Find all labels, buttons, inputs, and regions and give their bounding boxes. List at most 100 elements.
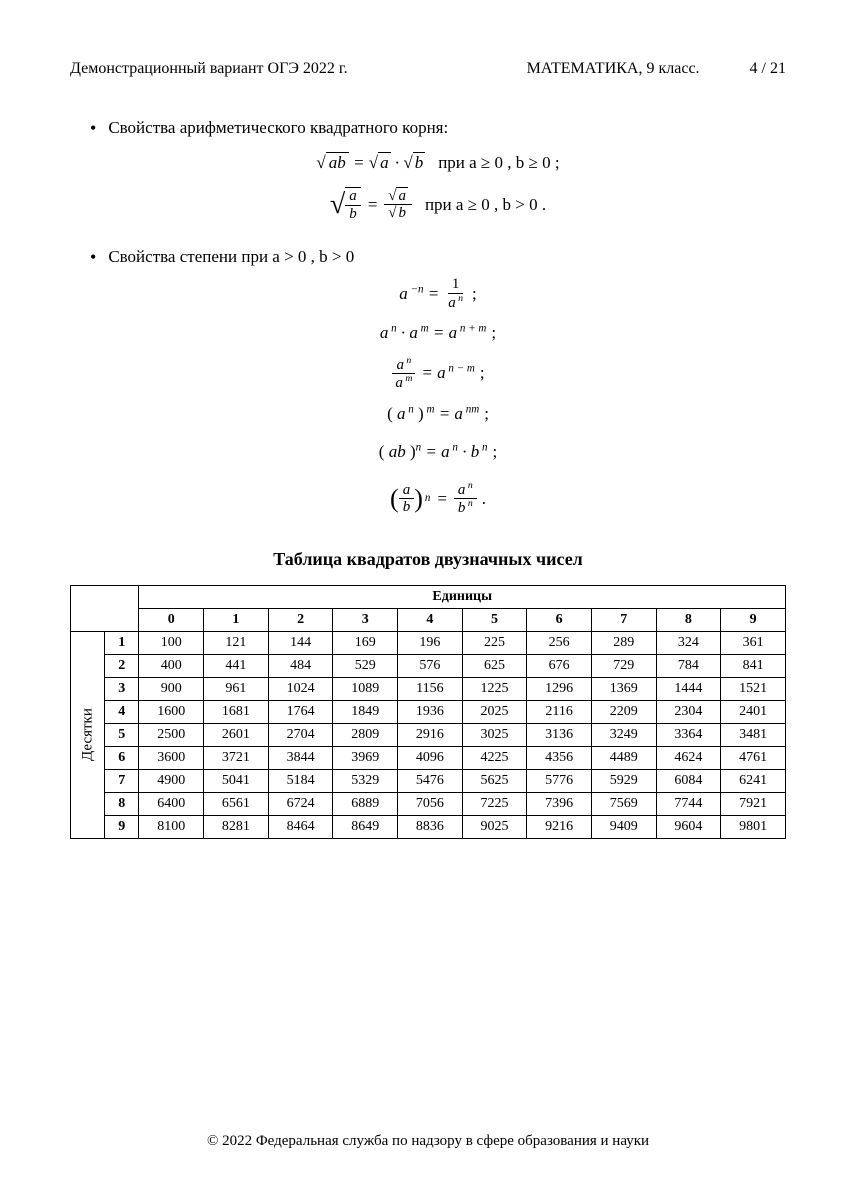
table-cell: 9409 [591, 815, 656, 838]
table-cell: 529 [333, 654, 398, 677]
cond2: при a ≥ 0 , b > 0 . [425, 189, 546, 221]
table-cell: 1600 [139, 700, 204, 723]
table-cell: 3364 [656, 723, 721, 746]
table-cell: 6889 [333, 792, 398, 815]
table-cell: 2401 [721, 700, 786, 723]
table-cell: 5329 [333, 769, 398, 792]
col-group-header: Единицы [139, 585, 786, 608]
table-cell: 841 [721, 654, 786, 677]
header-left: Демонстрационный вариант ОГЭ 2022 г. [70, 60, 348, 78]
header-subject: МАТЕМАТИКА, 9 класс. [527, 60, 700, 78]
row-label: 1 [105, 631, 139, 654]
table-cell: 3249 [591, 723, 656, 746]
table-cell: 2809 [333, 723, 398, 746]
table-cell: 100 [139, 631, 204, 654]
table-cell: 324 [656, 631, 721, 654]
table-cell: 6561 [204, 792, 269, 815]
row-label: 3 [105, 677, 139, 700]
table-cell: 441 [204, 654, 269, 677]
row-group-header: Десятки [71, 631, 105, 838]
table-cell: 1681 [204, 700, 269, 723]
table-cell: 1936 [398, 700, 463, 723]
table-row: 9810082818464864988369025921694099604980… [71, 815, 786, 838]
table-cell: 8836 [398, 815, 463, 838]
row-label: 5 [105, 723, 139, 746]
table-cell: 5625 [462, 769, 527, 792]
header-page: 4 / 21 [750, 60, 786, 78]
sqrt-formulas: √ab = √a · √b при a ≥ 0 , b ≥ 0 ; √ab = … [90, 147, 786, 222]
table-cell: 676 [527, 654, 592, 677]
table-cell: 5041 [204, 769, 269, 792]
table-cell: 1764 [268, 700, 333, 723]
table-cell: 7056 [398, 792, 463, 815]
table-cell: 3844 [268, 746, 333, 769]
table-cell: 784 [656, 654, 721, 677]
table-cell: 4225 [462, 746, 527, 769]
row-label: 2 [105, 654, 139, 677]
table-cell: 2209 [591, 700, 656, 723]
table-cell: 3969 [333, 746, 398, 769]
section-sqrt-properties: • Свойства арифметического квадратного к… [90, 118, 786, 222]
table-row: 390096110241089115612251296136914441521 [71, 677, 786, 700]
row-label: 8 [105, 792, 139, 815]
table-cell: 961 [204, 677, 269, 700]
table-cell: 7921 [721, 792, 786, 815]
table-cell: 4624 [656, 746, 721, 769]
table-cell: 9801 [721, 815, 786, 838]
table-cell: 144 [268, 631, 333, 654]
table-cell: 5476 [398, 769, 463, 792]
table-row: 7490050415184532954765625577659296084624… [71, 769, 786, 792]
table-cell: 256 [527, 631, 592, 654]
table-cell: 289 [591, 631, 656, 654]
table-cell: 2116 [527, 700, 592, 723]
table-cell: 225 [462, 631, 527, 654]
table-row: 4160016811764184919362025211622092304240… [71, 700, 786, 723]
table-cell: 1444 [656, 677, 721, 700]
table-cell: 6084 [656, 769, 721, 792]
col-labels-row: 0 1 2 3 4 5 6 7 8 9 [71, 608, 786, 631]
table-cell: 1296 [527, 677, 592, 700]
bullet-icon: • [90, 247, 96, 268]
section2-title: Свойства степени при a > 0 , b > 0 [108, 247, 354, 267]
table-cell: 9604 [656, 815, 721, 838]
table-cell: 8464 [268, 815, 333, 838]
table-cell: 1156 [398, 677, 463, 700]
table-cell: 3721 [204, 746, 269, 769]
table-cell: 4356 [527, 746, 592, 769]
table-cell: 9025 [462, 815, 527, 838]
table-cell: 4900 [139, 769, 204, 792]
table-row: Десятки1100121144169196225256289324361 [71, 631, 786, 654]
table-cell: 3481 [721, 723, 786, 746]
section1-title: Свойства арифметического квадратного кор… [108, 118, 448, 138]
table-cell: 2704 [268, 723, 333, 746]
table-title: Таблица квадратов двузначных чисел [70, 549, 786, 570]
table-cell: 6241 [721, 769, 786, 792]
table-cell: 121 [204, 631, 269, 654]
table-cell: 900 [139, 677, 204, 700]
table-row: 2400441484529576625676729784841 [71, 654, 786, 677]
table-cell: 1849 [333, 700, 398, 723]
table-cell: 196 [398, 631, 463, 654]
row-label: 9 [105, 815, 139, 838]
table-cell: 4489 [591, 746, 656, 769]
table-cell: 8281 [204, 815, 269, 838]
header-right: МАТЕМАТИКА, 9 класс. 4 / 21 [527, 60, 786, 78]
table-row: 5250026012704280929163025313632493364348… [71, 723, 786, 746]
table-cell: 400 [139, 654, 204, 677]
power-formulas: a −n = 1a n ; a n · a m = a n + m ; a na… [90, 276, 786, 523]
section-power-properties: • Свойства степени при a > 0 , b > 0 a −… [90, 247, 786, 523]
table-cell: 2025 [462, 700, 527, 723]
table-row: 8640065616724688970567225739675697744792… [71, 792, 786, 815]
cond1: при a ≥ 0 , b ≥ 0 ; [438, 147, 559, 179]
table-cell: 5184 [268, 769, 333, 792]
page-header: Демонстрационный вариант ОГЭ 2022 г. МАТ… [70, 60, 786, 78]
table-cell: 484 [268, 654, 333, 677]
table-cell: 729 [591, 654, 656, 677]
table-cell: 2601 [204, 723, 269, 746]
table-cell: 4096 [398, 746, 463, 769]
table-cell: 169 [333, 631, 398, 654]
table-cell: 7225 [462, 792, 527, 815]
table-cell: 5776 [527, 769, 592, 792]
row-label: 7 [105, 769, 139, 792]
table-cell: 3600 [139, 746, 204, 769]
